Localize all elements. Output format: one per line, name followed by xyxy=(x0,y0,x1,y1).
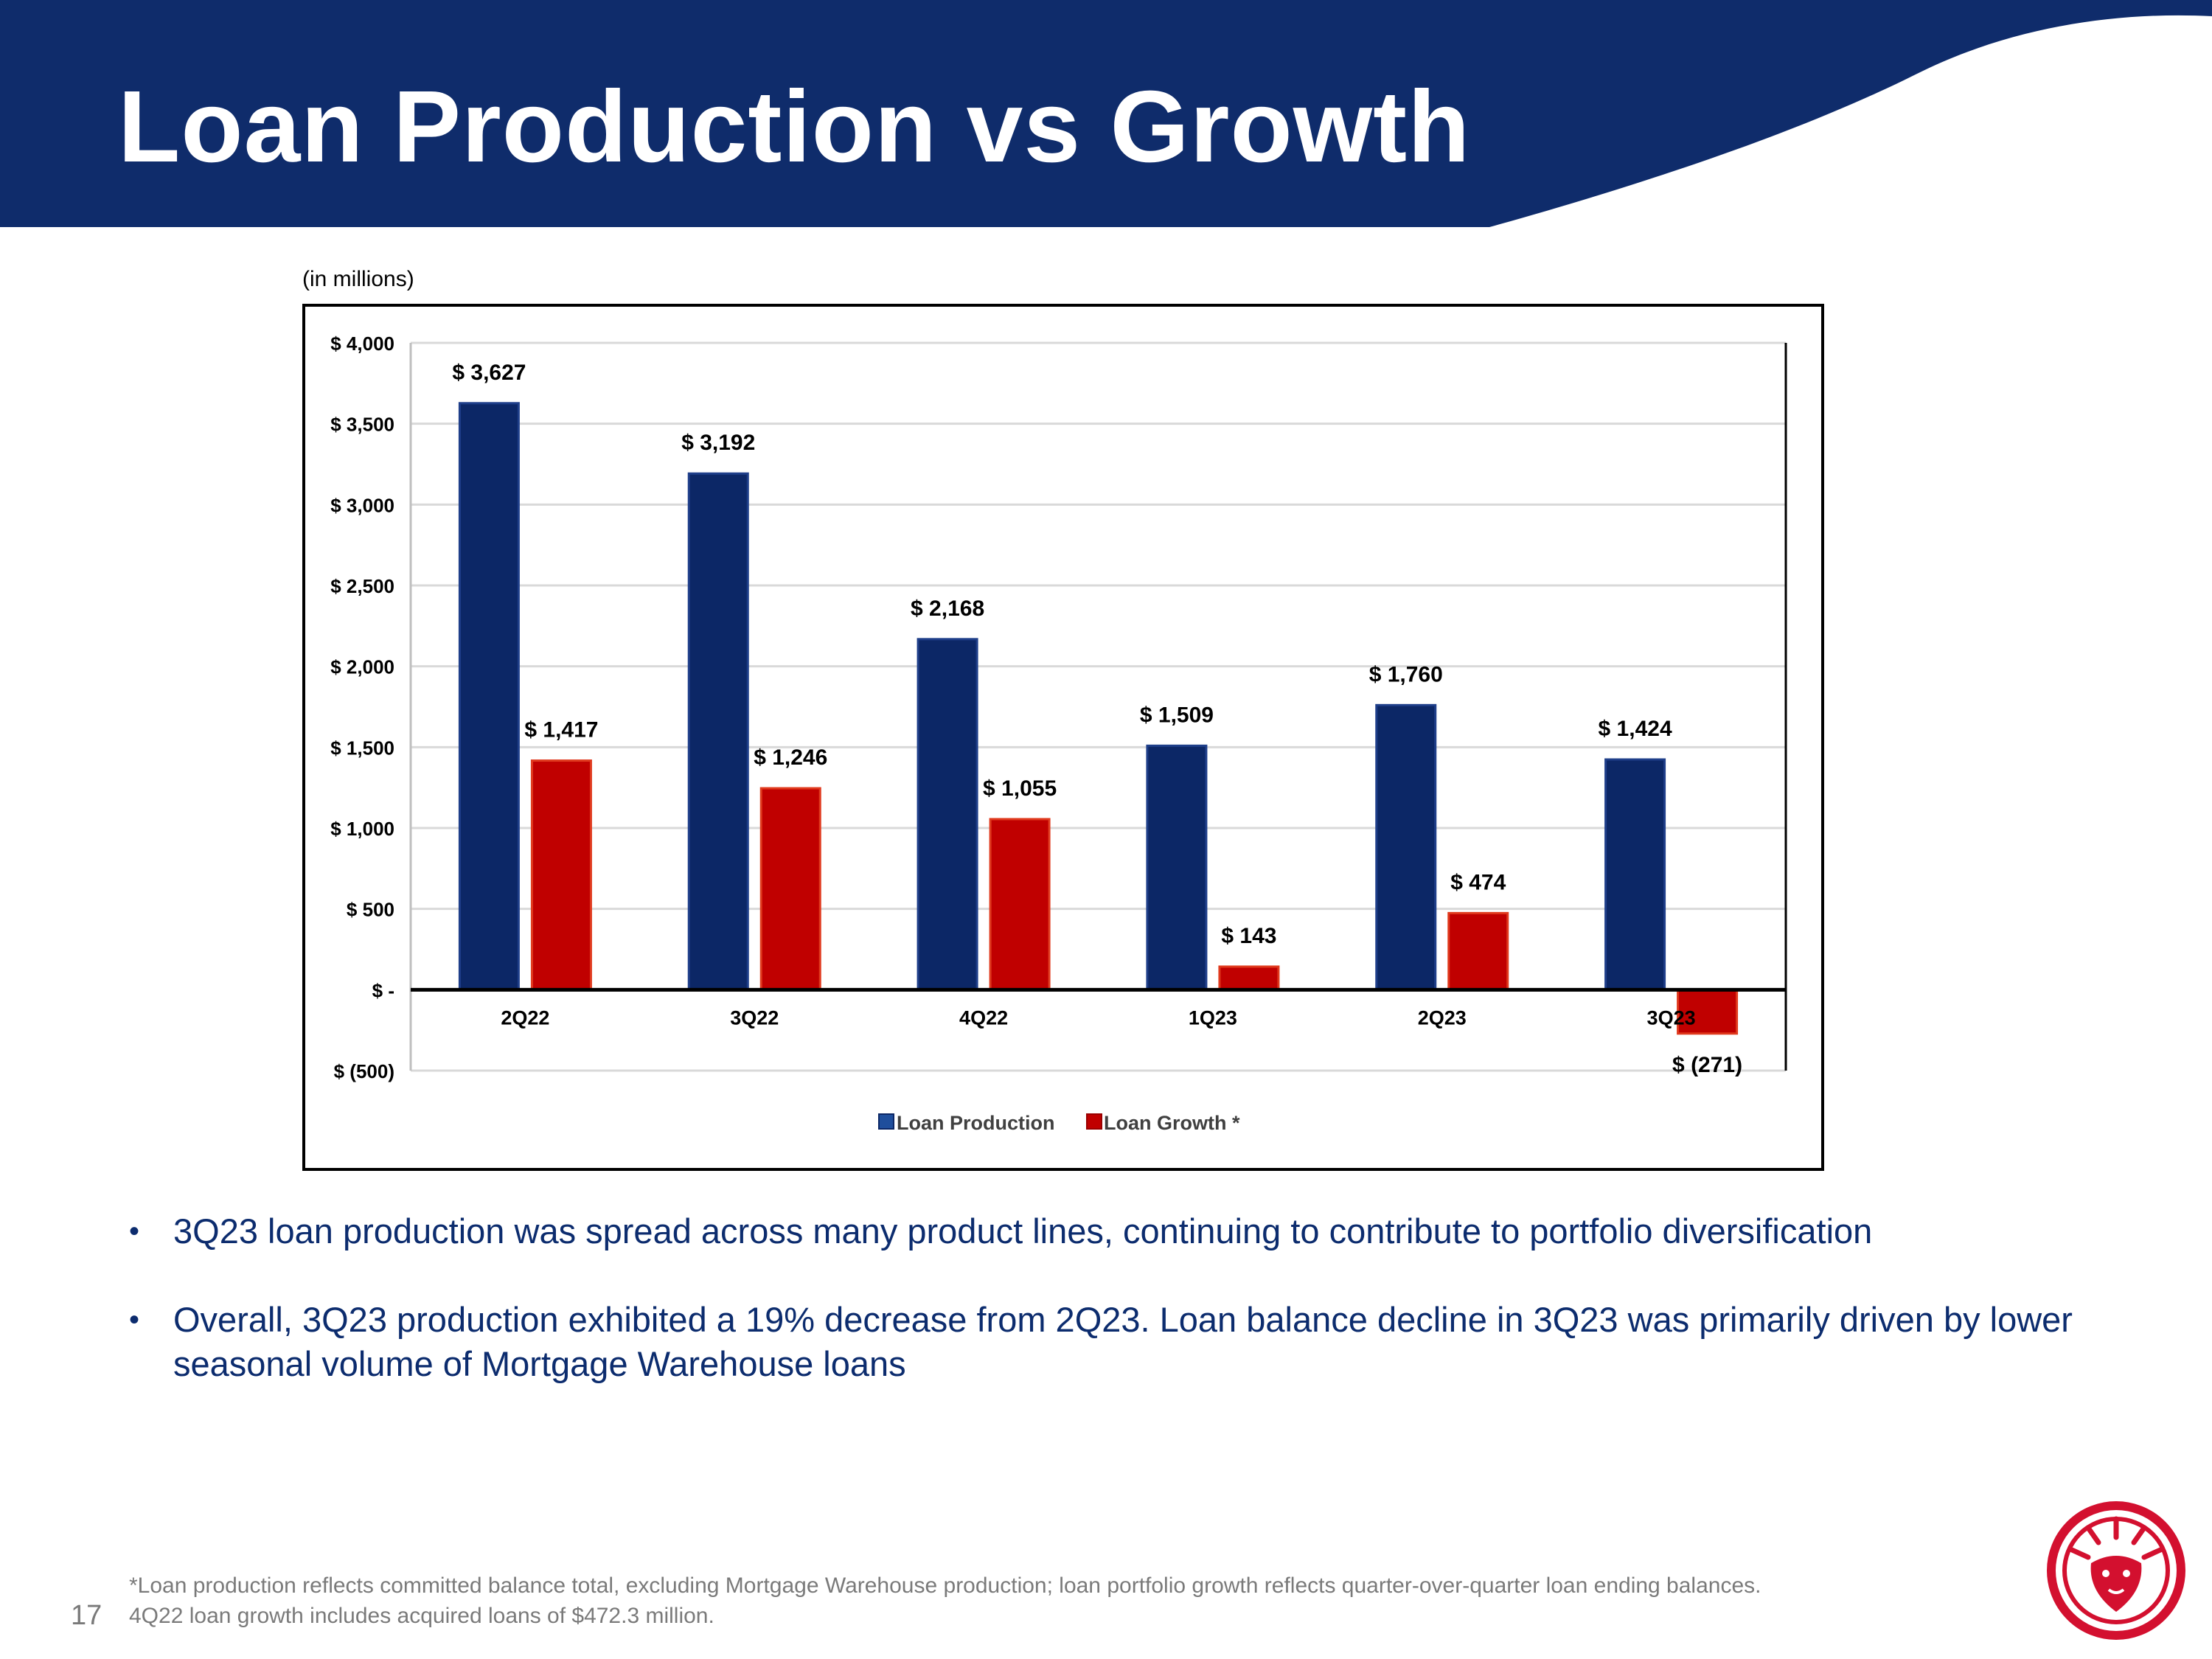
data-label-loan-production: $ 1,424 xyxy=(1599,717,1672,741)
bullet-item: • 3Q23 loan production was spread across … xyxy=(129,1209,2120,1253)
data-label-loan-production: $ 3,192 xyxy=(681,431,755,455)
data-label-loan-growth: $ (271) xyxy=(1672,1053,1742,1077)
chart-frame xyxy=(302,304,1824,1171)
x-tick-label: 3Q22 xyxy=(730,1006,779,1029)
bar-loan-production xyxy=(917,638,978,991)
y-tick-label: $ 3,500 xyxy=(330,414,394,436)
x-tick-label: 3Q23 xyxy=(1647,1006,1696,1029)
bar-loan-production xyxy=(1146,744,1208,991)
bar-loan-production xyxy=(1375,703,1437,991)
legend-label-loan-production: Loan Production xyxy=(897,1112,1054,1134)
x-tick-label: 4Q22 xyxy=(959,1006,1008,1029)
y-tick-label: $ - xyxy=(372,979,394,1001)
data-label-loan-growth: $ 1,246 xyxy=(754,745,827,770)
bar-loan-production xyxy=(1604,758,1666,991)
lion-logo-icon xyxy=(2047,1501,2185,1640)
data-label-loan-growth: $ 143 xyxy=(1221,924,1276,948)
bullet-list: • 3Q23 loan production was spread across … xyxy=(129,1209,2120,1430)
header-banner xyxy=(0,0,2212,227)
page-title: Loan Production vs Growth xyxy=(118,70,1471,184)
y-tick-label: $ (500) xyxy=(334,1060,394,1082)
bar-loan-growth xyxy=(1218,965,1280,991)
bullet-dot-icon: • xyxy=(129,1215,140,1248)
bullet-item: • Overall, 3Q23 production exhibited a 19… xyxy=(129,1298,2120,1386)
bar-loan-growth xyxy=(1447,911,1509,991)
y-tick-label: $ 2,000 xyxy=(330,656,394,678)
y-tick-label: $ 500 xyxy=(347,899,394,921)
data-label-loan-growth: $ 1,417 xyxy=(524,718,598,742)
y-tick-label: $ 2,500 xyxy=(330,575,394,597)
y-tick-label: $ 1,500 xyxy=(330,737,394,759)
x-tick-label: 1Q23 xyxy=(1189,1006,1237,1029)
data-label-loan-production: $ 1,509 xyxy=(1140,703,1214,727)
data-label-loan-growth: $ 474 xyxy=(1450,870,1506,894)
footnote: *Loan production reflects committed bala… xyxy=(129,1571,2061,1631)
footnote-line: *Loan production reflects committed bala… xyxy=(129,1573,1761,1598)
y-tick-label: $ 1,000 xyxy=(330,818,394,840)
footnote-line: 4Q22 loan growth includes acquired loans… xyxy=(129,1604,714,1628)
legend-swatch-loan-growth xyxy=(1086,1113,1102,1130)
bullet-dot-icon: • xyxy=(129,1304,140,1336)
data-label-loan-production: $ 1,760 xyxy=(1369,662,1443,686)
chart-units-note: (in millions) xyxy=(302,267,414,291)
page-number: 17 xyxy=(71,1600,102,1631)
x-tick-label: 2Q22 xyxy=(501,1006,549,1029)
bar-loan-production xyxy=(687,472,749,991)
data-label-loan-growth: $ 1,055 xyxy=(983,776,1057,801)
bullet-text: Overall, 3Q23 production exhibited a 19%… xyxy=(173,1300,2073,1383)
x-tick-label: 2Q23 xyxy=(1418,1006,1467,1029)
bar-loan-growth xyxy=(759,787,821,991)
bullet-text: 3Q23 loan production was spread across m… xyxy=(173,1211,1873,1251)
y-tick-label: $ 4,000 xyxy=(330,333,394,355)
bar-loan-production xyxy=(458,402,520,991)
legend-label-loan-growth: Loan Growth * xyxy=(1104,1112,1240,1134)
data-label-loan-production: $ 3,627 xyxy=(452,361,526,385)
y-tick-label: $ 3,000 xyxy=(330,494,394,516)
data-label-loan-production: $ 2,168 xyxy=(911,597,984,621)
bar-loan-growth xyxy=(530,759,592,991)
bar-loan-growth xyxy=(989,818,1051,991)
legend-swatch-loan-production xyxy=(878,1113,894,1130)
